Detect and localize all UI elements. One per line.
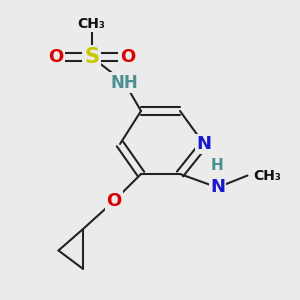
Text: O: O xyxy=(120,48,135,66)
Text: N: N xyxy=(196,135,211,153)
Text: CH₃: CH₃ xyxy=(78,17,105,31)
Text: S: S xyxy=(84,47,99,67)
Text: O: O xyxy=(48,48,63,66)
Text: H: H xyxy=(211,158,224,172)
Text: O: O xyxy=(106,192,122,210)
Text: NH: NH xyxy=(111,74,138,92)
Text: N: N xyxy=(210,178,225,196)
Text: CH₃: CH₃ xyxy=(254,169,281,182)
